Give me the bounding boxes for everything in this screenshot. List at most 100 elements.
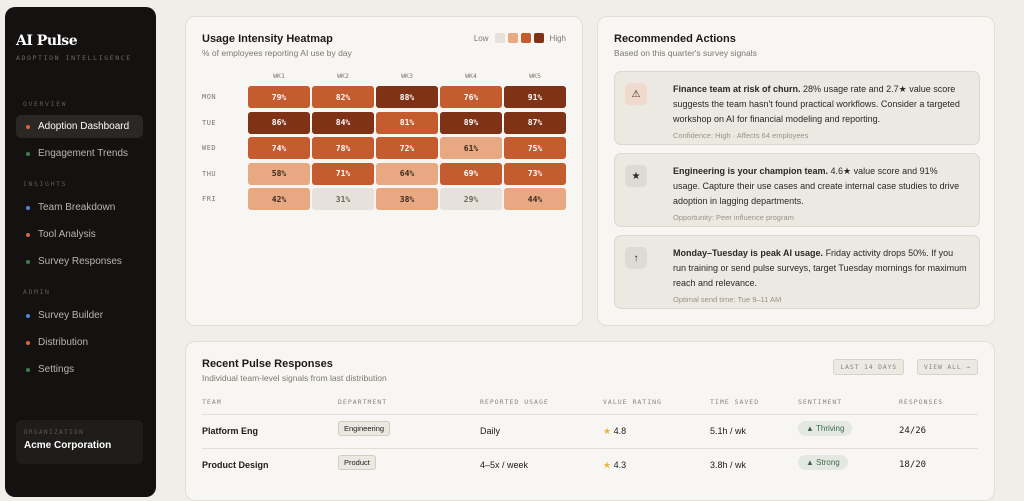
action-headline: Finance team at risk of churn. (673, 84, 801, 94)
section-overview: OVERVIEW (23, 100, 68, 108)
sidebar-item-engagement-trends[interactable]: Engagement Trends (16, 142, 143, 165)
star-icon: ★ (603, 460, 612, 470)
heatmap-cell[interactable]: 73% (504, 162, 566, 185)
heatmap-cell[interactable]: 81% (376, 111, 438, 134)
heatmap-cell[interactable]: 88% (376, 86, 438, 108)
status-dot-icon (26, 205, 30, 210)
heatmap-cell[interactable]: 44% (504, 188, 566, 210)
status-dot-icon (26, 151, 30, 156)
responses-card: Recent Pulse Responses Individual team-l… (185, 341, 995, 501)
value-rating: 4.3 (613, 460, 627, 470)
sidebar-item-settings[interactable]: Settings (16, 358, 143, 381)
divider (202, 448, 978, 449)
heatmap-cell[interactable]: 82% (312, 86, 374, 108)
sidebar-item-survey-builder[interactable]: Survey Builder (16, 304, 143, 327)
responses-count: 18/20 (899, 460, 927, 470)
heatmap-cell[interactable]: 75% (504, 137, 566, 159)
sidebar-item-adoption-dashboard[interactable]: Adoption Dashboard (16, 115, 143, 138)
sidebar: AI Pulse ADOPTION INTELLIGENCE OVERVIEW … (5, 7, 156, 497)
sidebar-item-label: Survey Builder (38, 310, 104, 321)
column-header: REPORTED USAGE (480, 398, 549, 406)
action-card[interactable]: ★ Engineering is your champion team. 4.6… (614, 153, 980, 227)
actions-subtitle: Based on this quarter's survey signals (614, 48, 757, 58)
sidebar-item-label: Survey Responses (38, 256, 122, 267)
action-meta: Confidence: High · Affects 64 employees (673, 131, 809, 140)
heatmap-cell[interactable]: 86% (248, 111, 310, 134)
heatmap-cell[interactable]: 79% (248, 86, 310, 108)
heatmap-cell[interactable]: 38% (376, 188, 438, 210)
value-rating: 4.8 (613, 426, 627, 436)
action-body: 28% usage rate and 2.7★ value score sugg… (673, 84, 960, 124)
actions-title: Recommended Actions (614, 33, 736, 45)
legend-swatch (507, 33, 518, 43)
column-header: WK4 (465, 72, 477, 80)
action-headline: Monday–Tuesday is peak AI usage. (673, 248, 824, 258)
heatmap-cell[interactable]: 91% (504, 86, 566, 108)
action-text: Monday–Tuesday is peak AI usage. Friday … (673, 246, 967, 291)
heatmap-cell[interactable]: 58% (248, 162, 310, 185)
legend-swatch (520, 33, 531, 43)
team-name[interactable]: Product Design (202, 460, 269, 470)
sidebar-item-survey-responses[interactable]: Survey Responses (16, 250, 143, 273)
sidebar-item-label: Adoption Dashboard (38, 121, 130, 132)
action-card[interactable]: ⚠ Finance team at risk of churn. 28% usa… (614, 71, 980, 145)
action-headline: Engineering is your champion team. (673, 166, 829, 176)
action-meta: Opportunity: Peer influence program (673, 213, 794, 222)
sidebar-item-label: Tool Analysis (38, 229, 96, 240)
sidebar-item-distribution[interactable]: Distribution (16, 331, 143, 354)
org-name: Acme Corporation (24, 440, 112, 451)
heatmap-cell[interactable]: 61% (440, 137, 502, 159)
department-tag: Product (338, 455, 376, 470)
column-header: DEPARTMENT (338, 398, 388, 406)
heatmap-cell[interactable]: 71% (312, 162, 374, 185)
column-header: SENTIMENT (798, 398, 843, 406)
heatmap-cell[interactable]: 89% (440, 111, 502, 134)
heatmap-cell[interactable]: 72% (376, 137, 438, 159)
heatmap-cell[interactable]: 64% (376, 162, 438, 185)
action-card[interactable]: ↑ Monday–Tuesday is peak AI usage. Frida… (614, 235, 980, 309)
heatmap-cell[interactable]: 74% (248, 137, 310, 159)
status-dot-icon (26, 367, 30, 372)
organization-card[interactable]: ORGANIZATION Acme Corporation (16, 420, 143, 464)
column-header: VALUE RATING (603, 398, 662, 406)
reported-usage: Daily (480, 426, 501, 436)
column-header: TEAM (202, 398, 222, 406)
sidebar-item-label: Engagement Trends (38, 148, 129, 159)
heatmap-title: Usage Intensity Heatmap (202, 33, 333, 45)
sidebar-item-tool-analysis[interactable]: Tool Analysis (16, 223, 143, 246)
column-header: WK3 (401, 72, 413, 80)
legend-swatch (494, 33, 505, 43)
star-icon: ★ (603, 426, 612, 436)
heatmap-cell[interactable]: 29% (440, 188, 502, 210)
heatmap-cell[interactable]: 87% (504, 111, 566, 134)
time-saved: 3.8h / wk (710, 460, 747, 470)
action-body: 4.6★ value score and 91% usage. Capture … (673, 166, 960, 206)
status-dot-icon (26, 340, 30, 345)
column-header: RESPONSES (899, 398, 944, 406)
heatmap-card: Usage Intensity Heatmap % of employees r… (185, 16, 583, 326)
heatmap-cell[interactable]: 84% (312, 111, 374, 134)
heatmap-cell[interactable]: 76% (440, 86, 502, 108)
status-dot-icon (26, 232, 30, 237)
sidebar-item-team-breakdown[interactable]: Team Breakdown (16, 196, 143, 219)
org-label: ORGANIZATION (24, 429, 85, 436)
heatmap-cell[interactable]: 78% (312, 137, 374, 159)
heatmap-cell[interactable]: 42% (248, 188, 310, 210)
legend-low: Low (473, 33, 489, 43)
heatmap-subtitle: % of employees reporting AI use by day (202, 48, 352, 58)
column-header: TIME SAVED (710, 398, 760, 406)
action-meta: Optimal send time: Tue 9–11 AM (673, 295, 782, 304)
responses-title: Recent Pulse Responses (202, 358, 333, 370)
heatmap-cell[interactable]: 31% (312, 188, 374, 210)
section-insights: INSIGHTS (23, 180, 68, 188)
heatmap-cell[interactable]: 69% (440, 162, 502, 185)
row-header: FRI (202, 195, 217, 203)
actions-card: Recommended Actions Based on this quarte… (597, 16, 995, 326)
action-text: Engineering is your champion team. 4.6★ … (673, 164, 967, 209)
range-button[interactable]: LAST 14 DAYS (833, 359, 904, 375)
sentiment-badge: ▲ Thriving (798, 421, 853, 436)
responses-count: 24/26 (899, 426, 927, 436)
team-name[interactable]: Platform Eng (202, 426, 259, 436)
view-all-button[interactable]: VIEW ALL → (916, 359, 978, 375)
status-dot-icon (26, 259, 30, 264)
